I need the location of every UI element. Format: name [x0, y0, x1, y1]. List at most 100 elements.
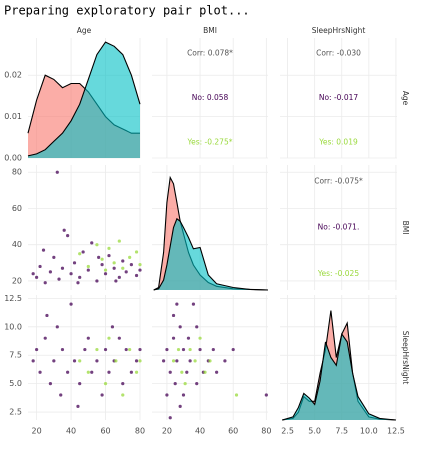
- scatter-point: [124, 347, 128, 352]
- scatter-point: [121, 393, 125, 397]
- scatter-point: [114, 359, 118, 363]
- scatter-point: [31, 272, 35, 276]
- scatter-point: [162, 359, 166, 363]
- console-header: Preparing exploratory pair plot...: [4, 4, 250, 18]
- scatter-point: [97, 255, 101, 259]
- y-tick-label: 40: [12, 240, 22, 249]
- scatter-point: [117, 239, 121, 243]
- scatter-point: [264, 393, 268, 397]
- scatter-point: [100, 393, 104, 397]
- scatter-point: [185, 370, 189, 374]
- scatter-point: [107, 336, 111, 340]
- x-tick-label: 12.5: [387, 427, 405, 436]
- scatter-point: [86, 264, 90, 269]
- scatter-point: [223, 359, 227, 363]
- scatter-point: [178, 404, 182, 408]
- scatter-point: [95, 359, 99, 363]
- y-tick-label: 2.5: [9, 408, 22, 417]
- scatter-point: [103, 268, 108, 272]
- scatter-point: [134, 250, 139, 254]
- scatter-point: [176, 347, 181, 352]
- scatter-point: [95, 243, 99, 247]
- scatter-point: [86, 370, 90, 374]
- scatter-point: [112, 261, 116, 265]
- correlation-text: Corr: 0.078*: [187, 49, 233, 58]
- scatter-point: [128, 255, 132, 259]
- scatter-point: [134, 370, 139, 374]
- scatter-point: [188, 347, 192, 352]
- x-tick-label: 40: [66, 427, 76, 436]
- column-label: Age: [77, 26, 92, 35]
- correlation-text: Corr: -0.030: [316, 49, 361, 58]
- scatter-point: [203, 370, 207, 374]
- scatter-point: [195, 325, 199, 329]
- scatter-point: [138, 263, 142, 267]
- scatter-point: [198, 336, 202, 340]
- scatter-point: [66, 234, 70, 238]
- scatter-point: [90, 370, 94, 374]
- scatter-point: [180, 370, 184, 374]
- scatter-point: [168, 370, 172, 374]
- x-tick-label: 80: [261, 427, 271, 436]
- y-tick-label: 80: [12, 168, 22, 177]
- x-tick-label: 7.5: [335, 427, 348, 436]
- scatter-point: [78, 359, 82, 363]
- scatter-point: [168, 416, 172, 420]
- scatter-point: [78, 382, 82, 386]
- scatter-point: [138, 347, 142, 352]
- scatter-point: [48, 382, 53, 386]
- correlation-text: Yes: -0.275*: [187, 137, 233, 146]
- scatter-point: [107, 246, 111, 250]
- scatter-point: [178, 325, 182, 329]
- scatter-point: [72, 261, 77, 265]
- x-tick-label: 60: [100, 427, 110, 436]
- scatter-point: [117, 275, 121, 279]
- scatter-point: [208, 359, 212, 363]
- scatter-point: [121, 382, 125, 386]
- scatter-point: [181, 347, 186, 352]
- column-label: SleepHrsNight: [312, 26, 366, 35]
- scatter-point: [175, 359, 179, 363]
- scatter-point: [138, 359, 142, 363]
- scatter-point: [107, 370, 111, 374]
- scatter-point: [66, 370, 70, 374]
- scatter-point: [95, 279, 99, 283]
- y-tick-label: 10.0: [4, 322, 22, 331]
- scatter-point: [124, 270, 128, 274]
- scatter-point: [134, 273, 139, 278]
- scatter-point: [171, 336, 176, 340]
- y-tick-label: 7.5: [9, 351, 22, 360]
- x-tick-label: 2.5: [281, 427, 294, 436]
- scatter-point: [95, 347, 99, 352]
- scatter-point: [211, 347, 215, 352]
- scatter-point: [183, 382, 187, 386]
- scatter-point: [57, 277, 61, 281]
- scatter-point: [38, 370, 42, 374]
- y-tick-label: 5.0: [9, 379, 22, 388]
- scatter-point: [134, 359, 139, 363]
- scatter-point: [129, 263, 133, 267]
- scatter-point: [107, 253, 111, 258]
- scatter-point: [52, 255, 56, 259]
- scatter-point: [198, 347, 202, 352]
- scatter-point: [76, 404, 80, 408]
- scatter-point: [60, 266, 65, 270]
- scatter-point: [48, 270, 53, 274]
- scatter-point: [188, 359, 192, 363]
- scatter-point: [186, 336, 191, 340]
- x-tick-label: 5.0: [308, 427, 321, 436]
- scatter-point: [191, 302, 196, 306]
- density-line: [282, 332, 396, 421]
- x-tick-label: 60: [228, 427, 238, 436]
- scatter-point: [55, 325, 59, 329]
- scatter-point: [215, 370, 219, 374]
- scatter-point: [72, 359, 77, 363]
- density-fill: [153, 218, 268, 290]
- x-tick-label: 20: [162, 427, 172, 436]
- scatter-point: [81, 250, 85, 254]
- scatter-point: [60, 347, 65, 352]
- y-tick-label: 0.00: [4, 154, 22, 163]
- scatter-point: [43, 336, 47, 340]
- correlation-text: No: 0.058: [192, 93, 229, 102]
- scatter-point: [165, 347, 169, 352]
